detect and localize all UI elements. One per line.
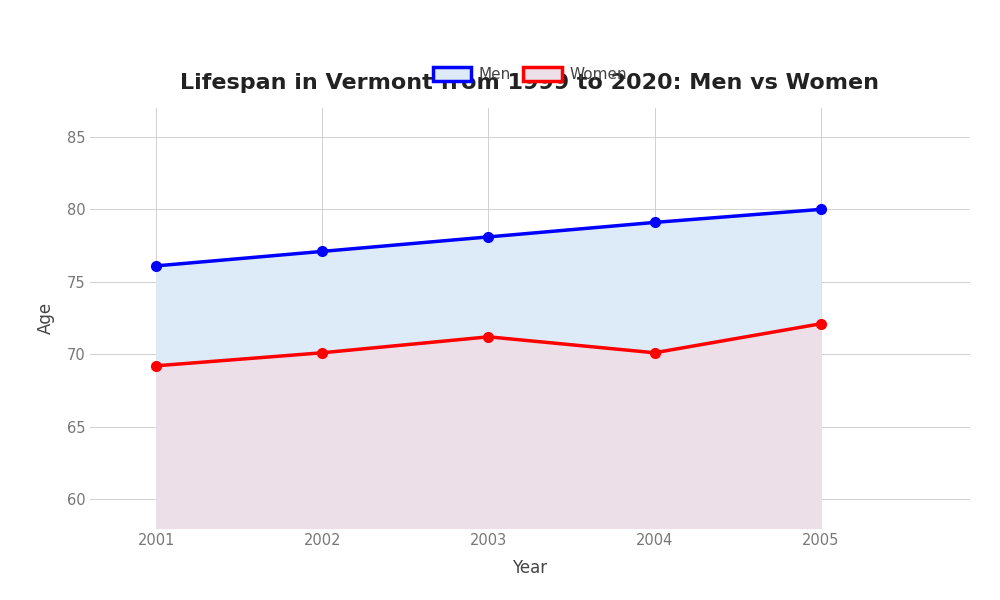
Title: Lifespan in Vermont from 1999 to 2020: Men vs Women: Lifespan in Vermont from 1999 to 2020: M… (180, 73, 880, 92)
X-axis label: Year: Year (512, 559, 548, 577)
Y-axis label: Age: Age (37, 302, 55, 334)
Legend: Men, Women: Men, Women (427, 61, 633, 88)
